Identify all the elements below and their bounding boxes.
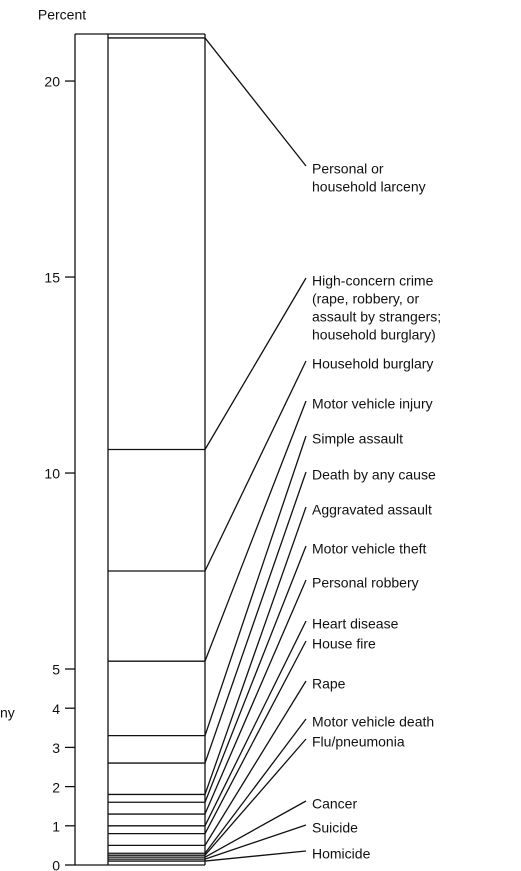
category-label: Motor vehicle theft [312, 541, 426, 557]
annotation: ny [0, 705, 15, 721]
y-tick-label: 2 [52, 779, 60, 795]
leader-line [204, 277, 307, 450]
y-tick-label: 1 [52, 819, 60, 835]
y-tick-label: 15 [44, 270, 60, 286]
y-tick-label: 3 [52, 740, 60, 756]
category-label: Death by any cause [312, 467, 436, 483]
category-label: Suicide [312, 820, 358, 836]
leader-line [204, 400, 307, 662]
category-label: Personal or [312, 161, 384, 177]
category-label: Personal robbery [312, 575, 419, 591]
category-label: House fire [312, 636, 376, 652]
leader-line [204, 37, 307, 167]
category-label: household burglary) [312, 327, 436, 343]
leader-line [204, 579, 307, 815]
leader-line [204, 680, 307, 846]
category-label: High-concern crime [312, 273, 434, 289]
leader-line [204, 800, 307, 858]
y-tick-label: 4 [52, 701, 60, 717]
category-label: Motor vehicle death [312, 714, 434, 730]
category-label: Household burglary [312, 356, 433, 372]
leader-line [204, 738, 307, 856]
category-label: Motor vehicle injury [312, 396, 433, 412]
category-label: household larceny [312, 179, 426, 195]
category-label: Aggravated assault [312, 502, 432, 518]
y-axis-label: Percent [38, 7, 86, 23]
category-label: Homicide [312, 846, 371, 862]
leader-line [204, 850, 307, 862]
category-label: Heart disease [312, 616, 399, 632]
y-tick-label: 5 [52, 662, 60, 678]
category-label: Rape [312, 676, 346, 692]
leader-line [204, 620, 307, 827]
category-label: assault by strangers; [312, 309, 441, 325]
category-label: Flu/pneumonia [312, 734, 405, 750]
y-tick-label: 20 [44, 74, 60, 90]
leader-line [204, 506, 307, 795]
category-label: Simple assault [312, 431, 403, 447]
leader-line [204, 360, 307, 572]
leader-line [204, 824, 307, 860]
leader-line [204, 718, 307, 854]
category-label: Cancer [312, 796, 357, 812]
leader-line [204, 640, 307, 834]
y-tick-label: 10 [44, 466, 60, 482]
leader-line [204, 471, 307, 764]
y-tick-label: 0 [52, 858, 60, 871]
leader-line [204, 545, 307, 803]
category-label: (rape, robbery, or [312, 291, 419, 307]
leader-line [204, 435, 307, 736]
